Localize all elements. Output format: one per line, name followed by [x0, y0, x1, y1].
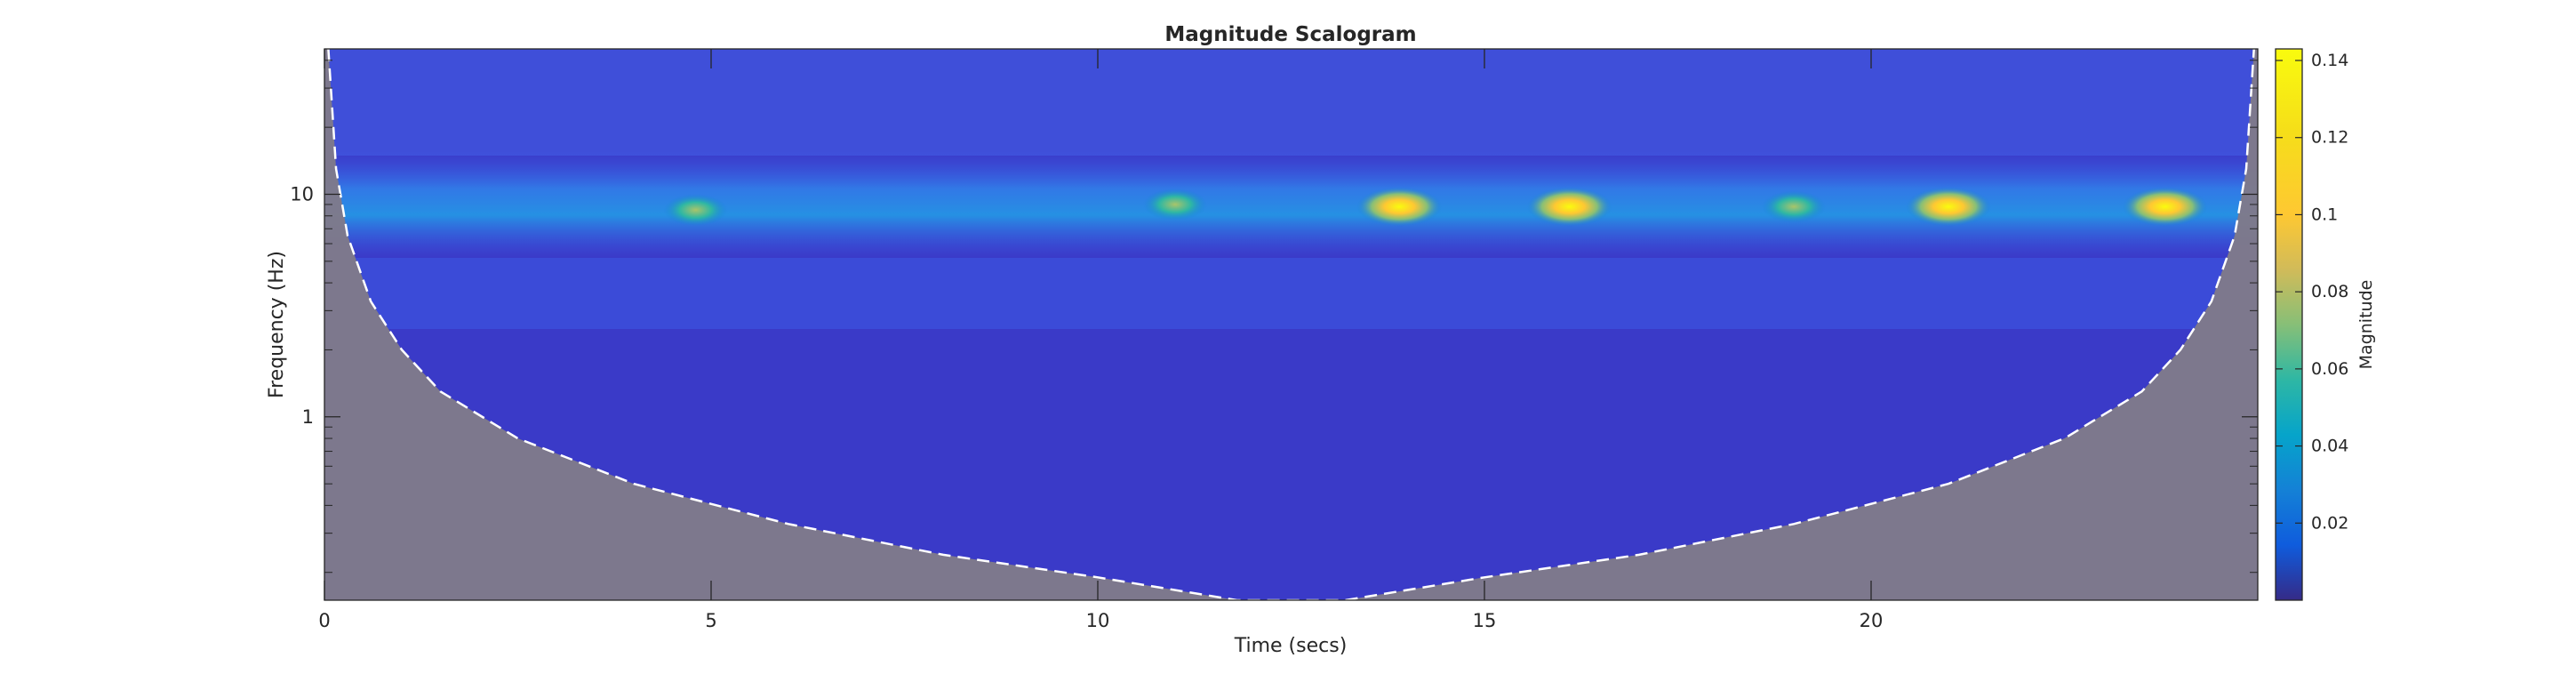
- y-tick-label: 1: [302, 406, 314, 428]
- colorbar-tick-label: 0.08: [2311, 282, 2348, 301]
- colorbar-label: Magnitude: [2356, 280, 2376, 370]
- peak-region-6: [2122, 187, 2208, 227]
- cone-of-influence-line: [327, 49, 2255, 600]
- peak-region-4: [1762, 190, 1826, 223]
- colorbar-tick-label: 0.1: [2311, 205, 2338, 224]
- colorbar-tick-label: 0.14: [2311, 51, 2348, 70]
- x-tick-label: 15: [1473, 610, 1497, 631]
- high-frequency-region: [324, 49, 2258, 156]
- x-tick-label: 5: [705, 610, 716, 631]
- peak-region-0: [663, 194, 728, 227]
- colorbar-tick-label: 0.04: [2311, 437, 2348, 456]
- peak-region-2: [1356, 187, 1443, 227]
- x-tick-label: 20: [1860, 610, 1884, 631]
- peak-region-1: [1143, 188, 1207, 221]
- x-tick-label: 10: [1086, 610, 1110, 631]
- peak-region-3: [1526, 187, 1612, 227]
- x-axis-label: Time (secs): [1234, 635, 1348, 657]
- colorbar-tick-label: 0.02: [2311, 513, 2348, 533]
- secondary-band: [324, 258, 2258, 329]
- peak-region-5: [1906, 187, 1991, 227]
- outside-cone-of-influence: [324, 49, 2258, 600]
- y-axis-label: Frequency (Hz): [266, 251, 288, 398]
- axes-frame: [324, 48, 2259, 601]
- chart-title: Magnitude Scalogram: [1164, 23, 1416, 46]
- colorbar: [2275, 48, 2303, 601]
- colorbar-tick-label: 0.12: [2311, 128, 2348, 148]
- x-tick-label: 0: [318, 610, 330, 631]
- colorbar-tick-label: 0.06: [2311, 359, 2348, 379]
- y-tick-label: 10: [290, 183, 314, 205]
